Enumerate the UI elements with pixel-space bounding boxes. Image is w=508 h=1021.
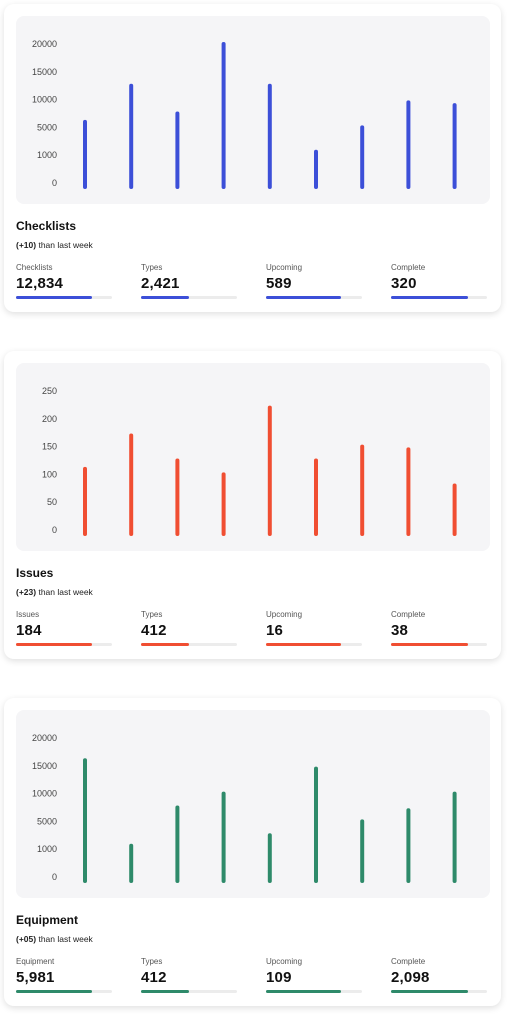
progress-track (266, 296, 362, 299)
card-title: Checklists (16, 219, 77, 233)
progress-fill (391, 643, 468, 646)
stat-types: Types 2,421 (141, 263, 237, 299)
stat-checklists: Checklists 12,834 (16, 263, 112, 299)
delta-suffix: than last week (38, 934, 93, 944)
y-tick-label: 15000 (32, 67, 57, 77)
stat-value: 589 (266, 275, 292, 292)
progress-fill (391, 990, 468, 993)
stat-complete: Complete 2,098 (391, 957, 487, 993)
card-title: Equipment (16, 913, 78, 927)
stat-value: 16 (266, 622, 284, 639)
stat-label: Complete (391, 957, 426, 966)
stat-complete: Complete 320 (391, 263, 487, 299)
checklists-chart: 20000 15000 10000 5000 1000 0 (16, 16, 490, 204)
progress-track (391, 296, 487, 299)
stat-value: 109 (266, 969, 292, 986)
stat-value: 412 (141, 622, 167, 639)
progress-fill (141, 296, 189, 299)
stat-label: Types (141, 263, 163, 272)
delta-value: (+05) (16, 934, 37, 944)
y-tick-label: 200 (42, 414, 57, 424)
y-tick-label: 0 (52, 525, 57, 535)
delta-suffix: than last week (38, 240, 93, 250)
stat-complete: Complete 38 (391, 610, 487, 646)
progress-fill (266, 643, 341, 646)
stat-types: Types 412 (141, 610, 237, 646)
stat-label: Upcoming (266, 610, 303, 619)
stat-label: Upcoming (266, 263, 303, 272)
stat-value: 12,834 (16, 275, 64, 292)
equipment-card: 20000 15000 10000 5000 1000 0 Equipment (+05)… (4, 698, 501, 1006)
issues-card: 250 200 150 100 50 0 Issues (+23) than last w… (4, 351, 501, 659)
stat-upcoming: Upcoming 589 (266, 263, 362, 299)
y-tick-label: 10000 (32, 95, 57, 105)
y-tick-label: 20000 (32, 733, 57, 743)
y-tick-label: 10000 (32, 789, 57, 799)
card-title: Issues (16, 566, 54, 580)
y-tick-label: 5000 (37, 816, 57, 826)
stat-label: Equipment (16, 957, 55, 966)
progress-track (266, 643, 362, 646)
stat-label: Upcoming (266, 957, 303, 966)
progress-fill (266, 296, 341, 299)
stat-value: 2,098 (391, 969, 430, 986)
stat-equipment: Equipment 5,981 (16, 957, 112, 993)
progress-track (16, 990, 112, 993)
stat-issues: Issues 184 (16, 610, 112, 646)
issues-chart: 250 200 150 100 50 0 (16, 363, 490, 551)
y-tick-label: 1000 (37, 150, 57, 160)
stat-value: 184 (16, 622, 42, 639)
progress-fill (391, 296, 468, 299)
delta-suffix: than last week (38, 587, 93, 597)
y-tick-label: 0 (52, 872, 57, 882)
stat-label: Types (141, 610, 163, 619)
stat-upcoming: Upcoming 16 (266, 610, 362, 646)
progress-fill (141, 990, 189, 993)
progress-track (141, 296, 237, 299)
stat-value: 5,981 (16, 969, 55, 986)
progress-fill (141, 643, 189, 646)
progress-track (266, 990, 362, 993)
delta-value: (+10) (16, 240, 37, 250)
card-subtitle: (+23) than last week (16, 587, 93, 597)
stat-value: 38 (391, 622, 409, 639)
y-tick-label: 100 (42, 469, 57, 479)
progress-track (391, 990, 487, 993)
progress-track (141, 990, 237, 993)
stat-value: 412 (141, 969, 167, 986)
y-tick-label: 150 (42, 442, 57, 452)
y-tick-label: 5000 (37, 122, 57, 132)
stat-label: Complete (391, 263, 426, 272)
progress-fill (16, 296, 92, 299)
delta-value: (+23) (16, 587, 37, 597)
y-tick-label: 250 (42, 386, 57, 396)
stat-label: Checklists (16, 263, 53, 272)
stat-value: 2,421 (141, 275, 180, 292)
stat-label: Types (141, 957, 163, 966)
progress-fill (16, 990, 92, 993)
stat-upcoming: Upcoming 109 (266, 957, 362, 993)
y-tick-label: 15000 (32, 761, 57, 771)
stat-label: Issues (16, 610, 40, 619)
stat-value: 320 (391, 275, 417, 292)
progress-fill (16, 643, 92, 646)
issues-chart-svg: 250 200 150 100 50 0 (42, 386, 457, 536)
progress-fill (266, 990, 341, 993)
stat-types: Types 412 (141, 957, 237, 993)
equipment-chart: 20000 15000 10000 5000 1000 0 (16, 710, 490, 898)
progress-track (16, 643, 112, 646)
card-subtitle: (+05) than last week (16, 934, 93, 944)
y-tick-label: 1000 (37, 844, 57, 854)
progress-track (391, 643, 487, 646)
checklists-card: 20000 15000 10000 5000 1000 0 Checklists (+10… (4, 4, 501, 312)
card-subtitle: (+10) than last week (16, 240, 93, 250)
y-tick-label: 0 (52, 178, 57, 188)
stat-label: Complete (391, 610, 426, 619)
progress-track (141, 643, 237, 646)
progress-track (16, 296, 112, 299)
y-tick-label: 20000 (32, 39, 57, 49)
y-tick-label: 50 (47, 497, 57, 507)
